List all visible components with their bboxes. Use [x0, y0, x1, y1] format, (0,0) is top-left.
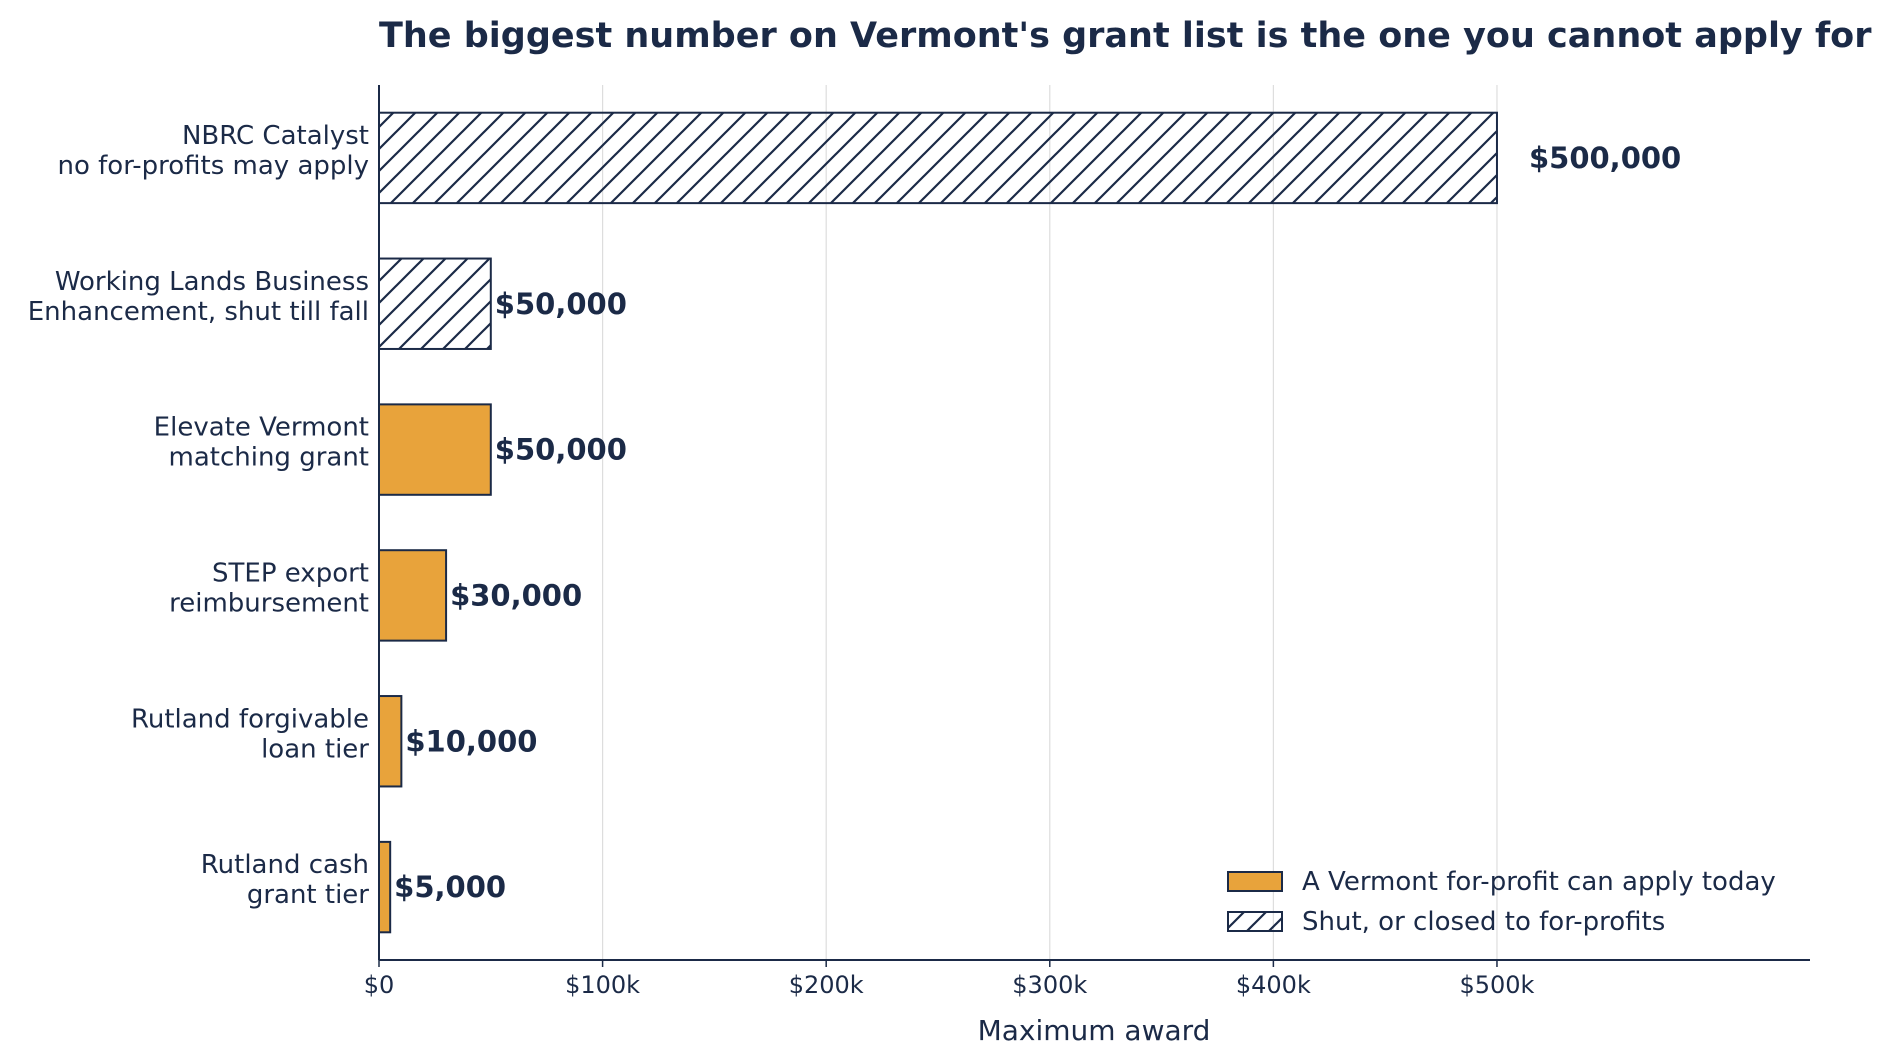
- x-axis-label: Maximum award: [978, 1014, 1211, 1047]
- value-label: $10,000: [405, 724, 537, 758]
- x-tick-label: $100k: [565, 971, 640, 999]
- category-label-line: reimbursement: [169, 588, 369, 618]
- category-label: Elevate Vermont matching grant: [154, 413, 369, 473]
- bars: [378, 111, 1498, 934]
- bar-open: [378, 549, 448, 642]
- category-label-line: loan tier: [261, 734, 369, 764]
- category-label-line: no for-profits may apply: [58, 151, 370, 181]
- bar-closed: [378, 257, 492, 350]
- legend-swatch-closed: [1227, 911, 1283, 932]
- category-label: STEP export reimbursement: [169, 558, 369, 618]
- category-label: Rutland cash grant tier: [201, 850, 370, 910]
- x-tick-label: $400k: [1236, 971, 1311, 999]
- axes: [378, 85, 1810, 967]
- category-label-line: Enhancement, shut till fall: [28, 297, 369, 327]
- x-tick-label: $300k: [1012, 971, 1087, 999]
- legend-label: A Vermont for-profit can apply today: [1302, 867, 1776, 897]
- category-label-line: Elevate Vermont: [154, 413, 369, 443]
- category-label-line: Rutland forgivable: [131, 704, 369, 734]
- category-label-line: Working Lands Business: [55, 267, 369, 297]
- legend: A Vermont for-profit can apply today Shut…: [1227, 867, 1776, 937]
- x-tick-label: $500k: [1459, 971, 1534, 999]
- value-label: $5,000: [394, 870, 506, 904]
- bar-closed: [378, 111, 1498, 205]
- category-label: Rutland forgivable loan tier: [131, 704, 369, 764]
- value-label: $500,000: [1529, 141, 1681, 175]
- category-label: NBRC Catalyst no for-profits may apply: [58, 121, 370, 181]
- x-tick-label: $0: [364, 971, 395, 999]
- category-label: Working Lands Business Enhancement, shut …: [28, 267, 369, 327]
- category-label-line: matching grant: [169, 443, 370, 473]
- bar-open: [378, 695, 403, 788]
- legend-label: Shut, or closed to for-profits: [1302, 907, 1665, 937]
- bar-open: [378, 840, 392, 934]
- x-tick-label: $200k: [789, 971, 864, 999]
- bar-open: [378, 403, 492, 496]
- category-label-line: Rutland cash: [201, 850, 369, 880]
- category-label-line: grant tier: [247, 880, 369, 910]
- labels: $0 $100k $200k $300k $400k $500k NBRC Catalyst…: [28, 121, 1681, 999]
- category-label-line: NBRC Catalyst: [182, 121, 369, 151]
- legend-swatch-open: [1227, 871, 1283, 892]
- grid-lines: [601, 85, 1498, 960]
- value-label: $50,000: [495, 287, 627, 321]
- value-label: $50,000: [495, 433, 627, 467]
- value-label: $30,000: [450, 578, 582, 612]
- chart-title: The biggest number on Vermont's grant li…: [379, 16, 1872, 56]
- category-label-line: STEP export: [212, 558, 369, 588]
